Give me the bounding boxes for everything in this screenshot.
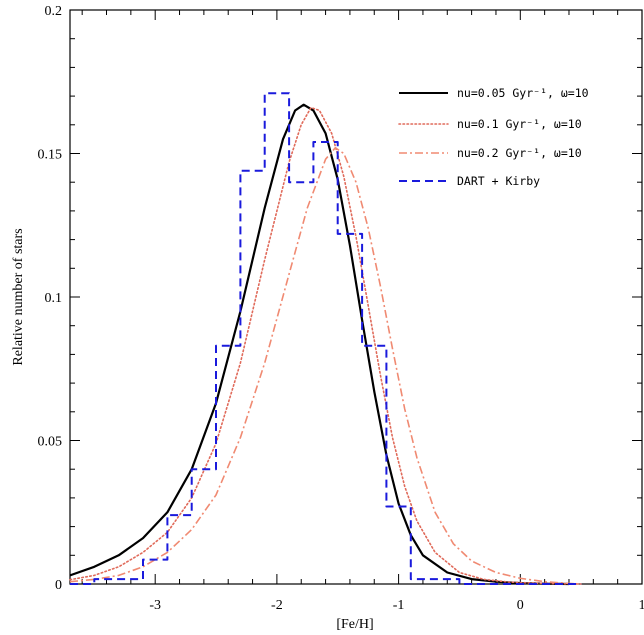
legend-label-series-2: nu=0.2 Gyr⁻¹, ω=10 <box>457 146 582 160</box>
y-tick-label: 0.1 <box>45 291 63 306</box>
legend: nu=0.05 Gyr⁻¹, ω=10 nu=0.1 Gyr⁻¹, ω=10 n… <box>398 86 589 188</box>
legend-label-series-3: DART + Kirby <box>457 174 540 188</box>
series-line-3 <box>70 92 582 585</box>
legend-label-series-1: nu=0.1 Gyr⁻¹, ω=10 <box>457 117 582 131</box>
x-tick-label: 0 <box>517 598 524 613</box>
y-tick-label: 0.2 <box>45 4 63 19</box>
legend-label-series-0: nu=0.05 Gyr⁻¹, ω=10 <box>457 86 589 100</box>
y-tick-label: 0 <box>55 578 62 593</box>
axis-tick-labels: -3 -2 -1 0 1 0 0.05 0.1 0.15 0.2 <box>38 4 644 613</box>
y-axis-title: Relative number of stars <box>11 228 26 365</box>
y-tick-label: 0.15 <box>38 148 63 163</box>
x-tick-label: 1 <box>639 598 644 613</box>
x-tick-label: -3 <box>149 598 161 613</box>
y-tick-label: 0.05 <box>38 435 63 450</box>
x-tick-label: -2 <box>271 598 283 613</box>
x-axis-title: [Fe/H] <box>336 617 373 632</box>
plot-area <box>69 92 582 586</box>
series-line-2 <box>69 147 582 585</box>
series-line-0 <box>69 103 570 586</box>
x-tick-label: -1 <box>393 598 405 613</box>
